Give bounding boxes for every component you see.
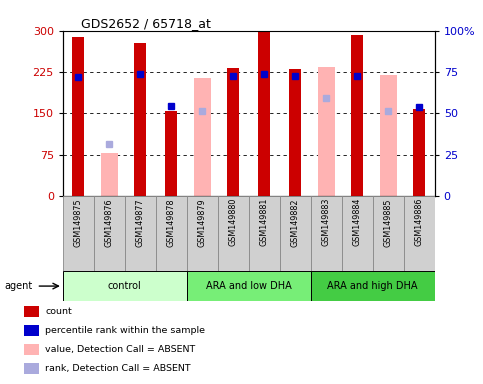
- Text: control: control: [108, 281, 142, 291]
- Text: rank, Detection Call = ABSENT: rank, Detection Call = ABSENT: [45, 364, 191, 373]
- Bar: [72, 37, 85, 196]
- Bar: [258, 32, 270, 196]
- FancyBboxPatch shape: [373, 196, 404, 271]
- Text: ARA and low DHA: ARA and low DHA: [206, 281, 292, 291]
- Text: GSM149876: GSM149876: [105, 198, 114, 247]
- Text: GSM149886: GSM149886: [415, 198, 424, 247]
- Bar: [165, 111, 177, 196]
- Text: count: count: [45, 307, 72, 316]
- Bar: [227, 68, 240, 196]
- Text: percentile rank within the sample: percentile rank within the sample: [45, 326, 205, 335]
- FancyBboxPatch shape: [156, 196, 187, 271]
- FancyBboxPatch shape: [187, 196, 218, 271]
- Bar: [351, 35, 363, 196]
- FancyBboxPatch shape: [249, 196, 280, 271]
- FancyBboxPatch shape: [311, 271, 435, 301]
- Bar: [194, 78, 211, 196]
- Text: GSM149877: GSM149877: [136, 198, 145, 247]
- Text: GSM149881: GSM149881: [260, 198, 269, 247]
- Text: GSM149879: GSM149879: [198, 198, 207, 247]
- Text: GSM149880: GSM149880: [229, 198, 238, 247]
- Text: GSM149883: GSM149883: [322, 198, 331, 247]
- Bar: [289, 69, 301, 196]
- Text: GDS2652 / 65718_at: GDS2652 / 65718_at: [81, 17, 211, 30]
- Bar: [24, 344, 40, 355]
- Bar: [380, 75, 397, 196]
- Bar: [101, 153, 118, 196]
- Bar: [318, 67, 335, 196]
- Bar: [413, 109, 426, 196]
- Text: GSM149885: GSM149885: [384, 198, 393, 247]
- FancyBboxPatch shape: [218, 196, 249, 271]
- Text: GSM149875: GSM149875: [74, 198, 83, 247]
- FancyBboxPatch shape: [311, 196, 342, 271]
- FancyBboxPatch shape: [404, 196, 435, 271]
- FancyBboxPatch shape: [63, 196, 94, 271]
- Text: GSM149878: GSM149878: [167, 198, 176, 247]
- FancyBboxPatch shape: [187, 271, 311, 301]
- Text: GSM149882: GSM149882: [291, 198, 300, 247]
- Bar: [24, 363, 40, 374]
- Text: agent: agent: [5, 281, 33, 291]
- FancyBboxPatch shape: [94, 196, 125, 271]
- Text: value, Detection Call = ABSENT: value, Detection Call = ABSENT: [45, 345, 196, 354]
- FancyBboxPatch shape: [280, 196, 311, 271]
- FancyBboxPatch shape: [125, 196, 156, 271]
- FancyBboxPatch shape: [63, 271, 187, 301]
- FancyBboxPatch shape: [342, 196, 373, 271]
- Text: ARA and high DHA: ARA and high DHA: [327, 281, 418, 291]
- Text: GSM149884: GSM149884: [353, 198, 362, 247]
- Bar: [24, 325, 40, 336]
- Bar: [134, 43, 146, 196]
- Bar: [24, 306, 40, 317]
